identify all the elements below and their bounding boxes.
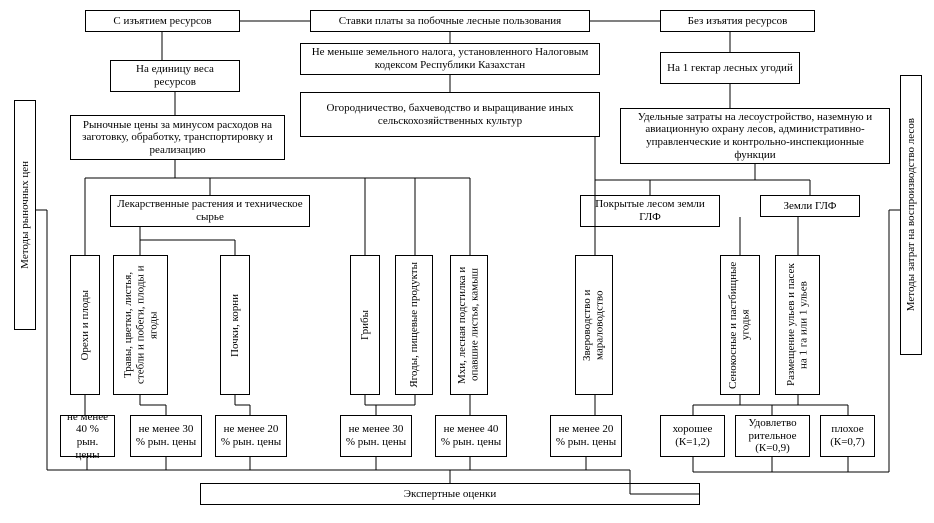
node-land-tax: Не меньше земельного налога, установленн… — [300, 43, 600, 75]
node-satisfactory: Удовлетво рительное (К=0,9) — [735, 415, 810, 457]
node-bad: плохое (К=0,7) — [820, 415, 875, 457]
node-unit-weight: На единицу веса ресурсов — [110, 60, 240, 92]
node-b40b: не менее 40 % рын. цены — [435, 415, 507, 457]
node-expert: Экспертные оценки — [200, 483, 700, 505]
node-berries: Ягоды, пищевые продукты — [395, 255, 433, 395]
node-b20a: не менее 20 % рын. цены — [215, 415, 287, 457]
node-market-prices: Рыночные цены за минусом расходов на заг… — [70, 115, 285, 160]
node-b20b: не менее 20 % рын. цены — [550, 415, 622, 457]
node-hay: Сенокосные и пастбищные угодья — [720, 255, 760, 395]
method-market-prices: Методы рыночных цен — [14, 100, 36, 330]
node-buds: Почки, корни — [220, 255, 250, 395]
node-b30b: не менее 30 % рын. цены — [340, 415, 412, 457]
node-gardening: Огородничество, бахчеводство и выращиван… — [300, 92, 600, 137]
method-reproduction-costs: Методы затрат на воспроизводство лесов — [900, 75, 922, 355]
node-rates: Ставки платы за побочные лесные пользова… — [310, 10, 590, 32]
node-good: хорошее (К=1,2) — [660, 415, 725, 457]
method-reproduction-costs-label: Методы затрат на воспроизводство лесов — [905, 118, 918, 311]
node-specific-costs: Удельные затраты на лесоустройство, назе… — [620, 108, 890, 164]
node-nuts: Орехи и плоды — [70, 255, 100, 395]
node-b30a: не менее 30 % рын. цены — [130, 415, 202, 457]
node-medicinal: Лекарственные растения и техническое сыр… — [110, 195, 310, 227]
node-no-withdrawal: Без изъятия ресурсов — [660, 10, 815, 32]
node-fur: Звероводство и мараловодство — [575, 255, 613, 395]
node-moss: Мхи, лесная подстилка и опавшие листья, … — [450, 255, 488, 395]
node-glf-lands: Земли ГЛФ — [760, 195, 860, 217]
node-mushrooms: Грибы — [350, 255, 380, 395]
node-b40a: не менее 40 % рын. цены — [60, 415, 115, 457]
node-herbs: Травы, цветки, листья, стебли и побеги, … — [113, 255, 168, 395]
node-per-hectare: На 1 гектар лесных угодий — [660, 52, 800, 84]
method-market-prices-label: Методы рыночных цен — [19, 161, 32, 269]
node-forested: Покрытые лесом земли ГЛФ — [580, 195, 720, 227]
node-hives: Размещение ульев и пасек на 1 га или 1 у… — [775, 255, 820, 395]
node-withdrawal: С изъятием ресурсов — [85, 10, 240, 32]
